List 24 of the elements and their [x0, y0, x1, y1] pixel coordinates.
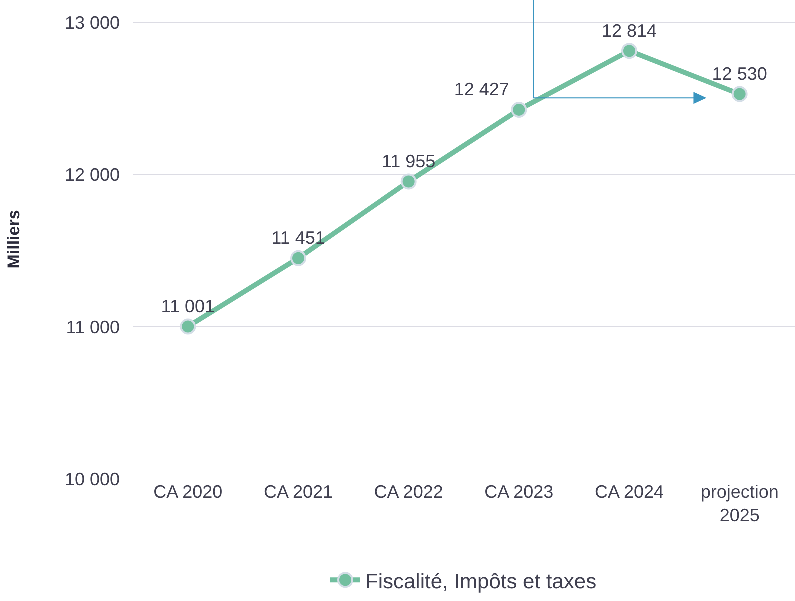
x-tick-label: CA 2021: [264, 482, 334, 502]
x-tick-label: CA 2022: [374, 482, 444, 502]
point: [622, 43, 638, 60]
text: 12 530: [712, 64, 768, 84]
text: 11 451: [272, 228, 326, 248]
y-tick-label: 12 000: [64, 165, 120, 186]
y-axis-title: Milliers: [4, 210, 24, 269]
point: [732, 86, 748, 102]
x-tick-label: CA 2024: [594, 482, 664, 502]
text: 11 001: [161, 296, 216, 317]
x-tick-label: CA 2023: [484, 482, 554, 502]
x-tick-label: projection 2025: [700, 482, 779, 526]
text: 12 427: [454, 80, 510, 100]
y-tick-label: 11 000: [66, 317, 120, 338]
legend-label: Fiscalité, Impôts et taxes: [366, 570, 597, 594]
point: [511, 102, 528, 118]
y-tick-label: 13 000: [64, 13, 120, 34]
text: 12 814: [602, 20, 658, 41]
point: [400, 174, 417, 190]
x-tick-label: CA 2020: [154, 482, 223, 502]
y-tick-label: 10 000: [64, 469, 120, 490]
point: [180, 318, 196, 335]
point: [290, 250, 306, 266]
text: 11 955: [382, 151, 436, 172]
